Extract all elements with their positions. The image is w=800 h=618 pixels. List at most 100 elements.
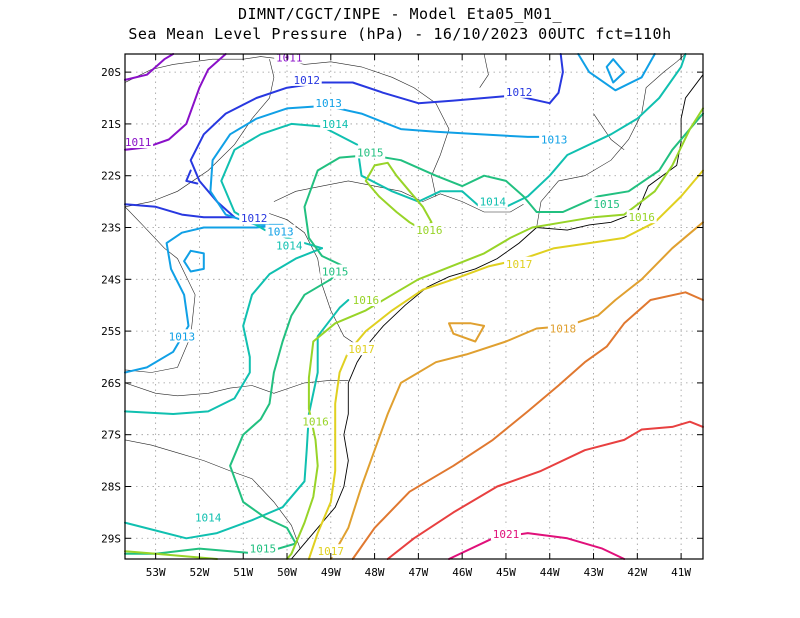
lon-tick-label: 43W bbox=[584, 566, 604, 579]
border-line bbox=[479, 53, 489, 88]
isobar-1019 bbox=[351, 291, 704, 560]
political-borders bbox=[124, 53, 686, 549]
map-subtitle: Sea Mean Level Pressure (hPa) - 16/10/20… bbox=[128, 25, 672, 43]
isobar-label-bg bbox=[247, 541, 278, 555]
isobar-1018 bbox=[448, 322, 486, 343]
isobar-1012 bbox=[124, 203, 236, 219]
border-line bbox=[536, 53, 686, 228]
border-line bbox=[243, 56, 437, 104]
isobar-1011 bbox=[124, 53, 175, 81]
isobar-label-bg bbox=[346, 342, 377, 356]
border-line bbox=[273, 180, 524, 213]
isobar-label-1014: 1014 bbox=[276, 240, 303, 253]
isobar-1014 bbox=[124, 247, 323, 415]
isobar-1016 bbox=[364, 161, 433, 232]
border-line bbox=[431, 103, 450, 197]
isobar-label-bg bbox=[547, 321, 578, 335]
isobar-label-bg bbox=[166, 329, 197, 343]
isobar-label-1013: 1013 bbox=[267, 226, 294, 239]
lon-tick-label: 44W bbox=[540, 566, 560, 579]
isobar-label-bg bbox=[315, 544, 346, 558]
isobar-1013 bbox=[124, 223, 284, 374]
isobar-1015 bbox=[124, 265, 345, 555]
lon-tick-label: 51W bbox=[233, 566, 253, 579]
isobar-label-1018: 1018 bbox=[550, 323, 577, 336]
lat-tick-label: 25S bbox=[101, 325, 121, 338]
isobar-label-1014: 1014 bbox=[322, 118, 349, 131]
border-line bbox=[124, 439, 301, 549]
isobar-1014 bbox=[220, 53, 687, 250]
isobar-label-1012: 1012 bbox=[293, 74, 320, 87]
border-line bbox=[124, 58, 244, 83]
lat-tick-label: 23S bbox=[101, 222, 121, 235]
lon-tick-label: 46W bbox=[452, 566, 472, 579]
lat-tick-label: 28S bbox=[101, 480, 121, 493]
isobar-label-bg bbox=[414, 223, 445, 237]
isobar-label-bg bbox=[504, 256, 535, 270]
isobar-contours bbox=[124, 53, 704, 560]
isobar-label-bg bbox=[320, 116, 351, 130]
isobar-1018 bbox=[329, 221, 704, 560]
isobar-label-1012: 1012 bbox=[241, 212, 268, 225]
isobar-1021 bbox=[448, 532, 626, 560]
isobar-label-bg bbox=[300, 414, 331, 428]
isobar-1017 bbox=[307, 169, 704, 560]
isobar-1016 bbox=[124, 550, 218, 560]
isobar-label-1015: 1015 bbox=[593, 198, 620, 211]
coastline-line bbox=[291, 74, 704, 560]
coastline bbox=[291, 74, 704, 560]
lat-tick-label: 20S bbox=[101, 66, 121, 79]
isobar-label-1011: 1011 bbox=[125, 136, 152, 149]
isobar-label-bg bbox=[265, 224, 296, 238]
isobar-label-1017: 1017 bbox=[506, 258, 533, 271]
lon-tick-label: 45W bbox=[496, 566, 516, 579]
isobar-label-1016: 1016 bbox=[302, 416, 329, 429]
lat-tick-label: 27S bbox=[101, 429, 121, 442]
isobar-label-1015: 1015 bbox=[322, 266, 349, 279]
isobar-label-bg bbox=[350, 293, 381, 307]
isobar-label-1016: 1016 bbox=[416, 224, 443, 237]
lon-tick-label: 53W bbox=[146, 566, 166, 579]
lat-tick-label: 26S bbox=[101, 377, 121, 390]
lon-tick-label: 42W bbox=[627, 566, 647, 579]
isobar-label-bg bbox=[239, 211, 270, 225]
map-frame bbox=[124, 53, 704, 560]
border-line bbox=[124, 206, 196, 373]
isobar-1015 bbox=[303, 112, 704, 268]
isobar-label-bg bbox=[591, 197, 622, 211]
isobar-label-bg bbox=[313, 96, 344, 110]
lon-tick-label: 50W bbox=[277, 566, 297, 579]
lon-tick-label: 47W bbox=[408, 566, 428, 579]
isobar-label-bg bbox=[274, 238, 305, 252]
lat-tick-label: 24S bbox=[101, 273, 121, 286]
isobar-label-1013: 1013 bbox=[315, 97, 342, 110]
isobar-label-bg bbox=[477, 194, 508, 208]
isobar-1013 bbox=[183, 249, 205, 273]
isobar-label-bg bbox=[291, 72, 322, 86]
isobar-label-1015: 1015 bbox=[357, 146, 384, 159]
isobar-label-1017: 1017 bbox=[348, 343, 375, 356]
isobar-label-bg bbox=[355, 145, 386, 159]
isobar-1014 bbox=[124, 299, 350, 540]
isobar-label-1015: 1015 bbox=[250, 543, 277, 556]
isobar-label-bg bbox=[539, 132, 570, 146]
border-line bbox=[124, 59, 275, 208]
isobar-labels: 1011101110121012101210131013101310131014… bbox=[123, 50, 657, 558]
isobar-label-1013: 1013 bbox=[169, 330, 196, 343]
isobar-1016 bbox=[307, 107, 704, 441]
isobar-1013 bbox=[605, 58, 626, 84]
map-title: DIMNT/CGCT/INPE - Model Eta05_M01_ bbox=[237, 5, 563, 23]
lat-tick-label: 21S bbox=[101, 118, 121, 131]
lon-tick-label: 41W bbox=[671, 566, 691, 579]
isobar-1013 bbox=[577, 53, 656, 92]
isobar-1016 bbox=[286, 438, 319, 560]
isobar-label-1012: 1012 bbox=[506, 86, 533, 99]
isobar-label-1016: 1016 bbox=[628, 211, 655, 224]
lon-tick-label: 52W bbox=[190, 566, 210, 579]
isobar-1012 bbox=[185, 169, 199, 185]
lon-tick-label: 49W bbox=[321, 566, 341, 579]
lat-tick-label: 22S bbox=[101, 170, 121, 183]
isobar-label-1013: 1013 bbox=[541, 133, 568, 146]
isobar-1012 bbox=[548, 53, 564, 105]
isobar-label-bg bbox=[320, 264, 351, 278]
